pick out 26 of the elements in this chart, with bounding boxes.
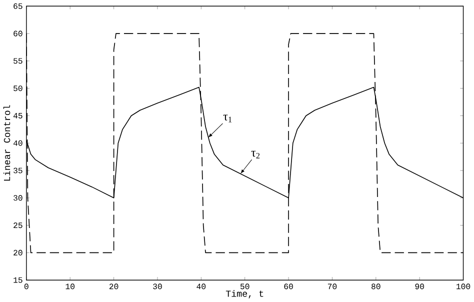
x-tick-label: 70 — [328, 284, 337, 290]
y-tick-label: 45 — [13, 113, 22, 119]
y-axis-title: Linear Control — [3, 105, 10, 181]
x-axis-title: Time, t — [226, 290, 264, 298]
x-tick-label: 40 — [196, 284, 206, 290]
y-tick-label: 20 — [14, 250, 22, 256]
x-tick-label: 10 — [66, 284, 74, 290]
y-tick-label: 50 — [14, 86, 22, 92]
y-tick-label: 25 — [14, 222, 22, 228]
y-tick-label: 30 — [14, 195, 22, 201]
x-tick-label: 0 — [24, 284, 28, 290]
y-tick-label: 15 — [14, 277, 22, 283]
x-tick-label: 20 — [109, 284, 118, 290]
annotation: τ$_{1}$ — [223, 114, 232, 122]
y-tick-label: 35 — [14, 168, 22, 174]
x-tick-label: 90 — [415, 284, 424, 290]
x-tick-label: 30 — [153, 284, 162, 290]
x-tick-label: 80 — [372, 284, 380, 290]
y-tick-label: 40 — [13, 140, 22, 146]
x-tick-label: 50 — [240, 284, 250, 290]
y-tick-label: 60 — [14, 30, 22, 36]
annotation: τ$_{2}$ — [251, 151, 260, 158]
y-tick-label: 55 — [14, 58, 22, 64]
x-tick-label: 100 — [456, 284, 470, 290]
y-tick-label: 65 — [14, 4, 22, 10]
x-tick-label: 60 — [284, 284, 293, 290]
